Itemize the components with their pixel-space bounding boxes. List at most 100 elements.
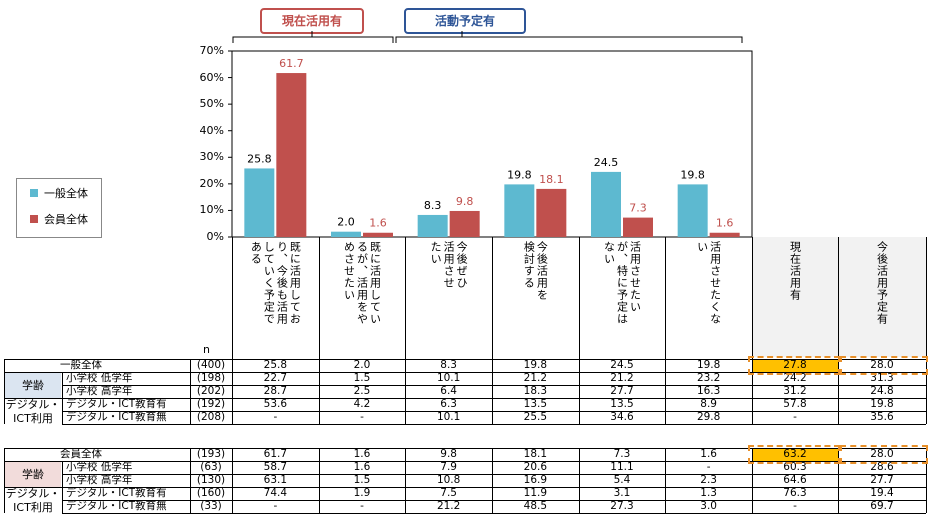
bar-value-label: 1.6 bbox=[369, 217, 387, 230]
y-tick-label: 30% bbox=[199, 150, 224, 164]
y-tick-label: 50% bbox=[199, 97, 224, 111]
bar-value-label: 8.3 bbox=[424, 199, 442, 212]
table-cell: 6.4 bbox=[440, 385, 457, 397]
table-cell: 28.7 bbox=[263, 385, 288, 397]
table-cell: 21.2 bbox=[436, 500, 461, 512]
table-cell: 31.2 bbox=[783, 385, 807, 397]
table-cell: 76.3 bbox=[783, 487, 807, 499]
row-label: 会員全体 bbox=[60, 448, 102, 460]
column-divider bbox=[232, 359, 233, 424]
column-divider bbox=[492, 237, 493, 359]
row-n: (208) bbox=[196, 411, 226, 423]
column-divider bbox=[318, 237, 320, 359]
table-cell: - bbox=[706, 461, 711, 473]
y-tick-label: 40% bbox=[199, 123, 224, 137]
column-divider bbox=[665, 237, 667, 359]
table-cell: 5.4 bbox=[613, 474, 631, 486]
table-cell: 1.5 bbox=[353, 372, 371, 384]
column-header: 既に活用してい るが、活用をや めさせたい bbox=[342, 241, 382, 325]
table-cell: 4.2 bbox=[353, 398, 371, 410]
table-cell: 60.3 bbox=[783, 461, 807, 473]
table-cell: - bbox=[273, 500, 278, 512]
legend-swatch-general bbox=[30, 189, 38, 197]
table-cell: - bbox=[360, 500, 364, 512]
bar bbox=[417, 214, 448, 237]
row-label: デジタル・ICT教育無 bbox=[66, 500, 167, 512]
column-divider bbox=[318, 359, 320, 424]
table-cell: 64.6 bbox=[783, 474, 807, 486]
table-cell: 13.5 bbox=[610, 398, 634, 410]
row-label: 一般全体 bbox=[60, 359, 102, 371]
planned-use-dashed-box bbox=[840, 356, 928, 375]
column-divider bbox=[232, 237, 233, 359]
row-border bbox=[62, 474, 926, 475]
table-cell: - bbox=[273, 411, 278, 423]
table-cell: 53.6 bbox=[263, 398, 288, 410]
row-border bbox=[62, 411, 926, 412]
table-cell: 28.6 bbox=[870, 461, 894, 473]
table-cell: 7.3 bbox=[613, 448, 631, 460]
bar-value-label: 7.3 bbox=[629, 202, 647, 215]
bar bbox=[244, 168, 275, 237]
plot-frame bbox=[231, 50, 753, 238]
bar bbox=[331, 231, 361, 237]
row-border bbox=[62, 424, 926, 425]
legend-swatch-member bbox=[30, 215, 38, 223]
table-cell: 10.8 bbox=[436, 474, 461, 486]
table-cell: 8.9 bbox=[700, 398, 717, 410]
column-divider bbox=[578, 448, 580, 513]
bar bbox=[623, 217, 653, 237]
table-cell: 27.8 bbox=[783, 359, 807, 371]
table-left-border bbox=[4, 359, 5, 424]
column-divider bbox=[752, 359, 753, 424]
table-cell: 24.2 bbox=[783, 372, 807, 384]
table-cell: 20.6 bbox=[523, 461, 548, 473]
bar-value-label: 19.8 bbox=[507, 168, 532, 181]
y-tick-label: 10% bbox=[199, 203, 224, 217]
column-divider bbox=[492, 359, 493, 424]
table-cell: 1.3 bbox=[700, 487, 717, 499]
column-divider bbox=[492, 448, 493, 513]
table-cell: 61.7 bbox=[263, 448, 288, 460]
table-cell: 1.6 bbox=[700, 448, 717, 460]
column-divider bbox=[838, 448, 839, 513]
table-cell: 69.7 bbox=[870, 500, 894, 512]
row-n: (198) bbox=[196, 372, 226, 384]
table-cell: 25.5 bbox=[523, 411, 548, 423]
table-cell: 3.0 bbox=[700, 500, 717, 512]
row-border bbox=[4, 359, 926, 360]
row-label: 小学校 低学年 bbox=[66, 372, 133, 384]
row-border bbox=[62, 513, 926, 514]
bar-value-label: 9.8 bbox=[456, 195, 474, 208]
bar-value-label: 2.0 bbox=[337, 216, 355, 229]
table-cell: 13.5 bbox=[523, 398, 548, 410]
table-cell: 27.3 bbox=[610, 500, 634, 512]
bar bbox=[449, 210, 480, 237]
column-divider bbox=[926, 448, 927, 513]
highlight-cell bbox=[753, 360, 838, 372]
table-cell: 74.4 bbox=[263, 487, 288, 499]
column-divider bbox=[752, 448, 753, 513]
group-label-ict: デジタル・ ICT利用 bbox=[5, 486, 61, 514]
highlight-cell bbox=[753, 449, 838, 461]
n-divider bbox=[190, 359, 191, 424]
y-tick-label: 20% bbox=[199, 176, 224, 190]
table-cell: 34.6 bbox=[610, 411, 634, 423]
table-cell: 19.8 bbox=[870, 398, 894, 410]
legend-label-general: 一般全体 bbox=[44, 187, 88, 200]
table-cell: 21.2 bbox=[523, 372, 548, 384]
table-cell: - bbox=[793, 411, 797, 423]
n-header: n bbox=[203, 343, 210, 356]
column-header: 既に活用してお り、今後も活用 していく予定で ある bbox=[249, 241, 302, 325]
table-cell: 10.1 bbox=[436, 372, 461, 384]
summary-header-shade bbox=[752, 237, 926, 357]
column-header: 活用させたくな い bbox=[695, 241, 722, 325]
column-divider bbox=[838, 359, 839, 424]
table-cell: 63.2 bbox=[783, 448, 807, 460]
bar bbox=[536, 188, 567, 237]
row-n: (33) bbox=[200, 500, 222, 512]
group-label-ict: デジタル・ ICT利用 bbox=[5, 397, 61, 425]
table-cell: 9.8 bbox=[440, 448, 457, 460]
row-label: 小学校 高学年 bbox=[66, 474, 133, 486]
legend bbox=[16, 178, 102, 238]
